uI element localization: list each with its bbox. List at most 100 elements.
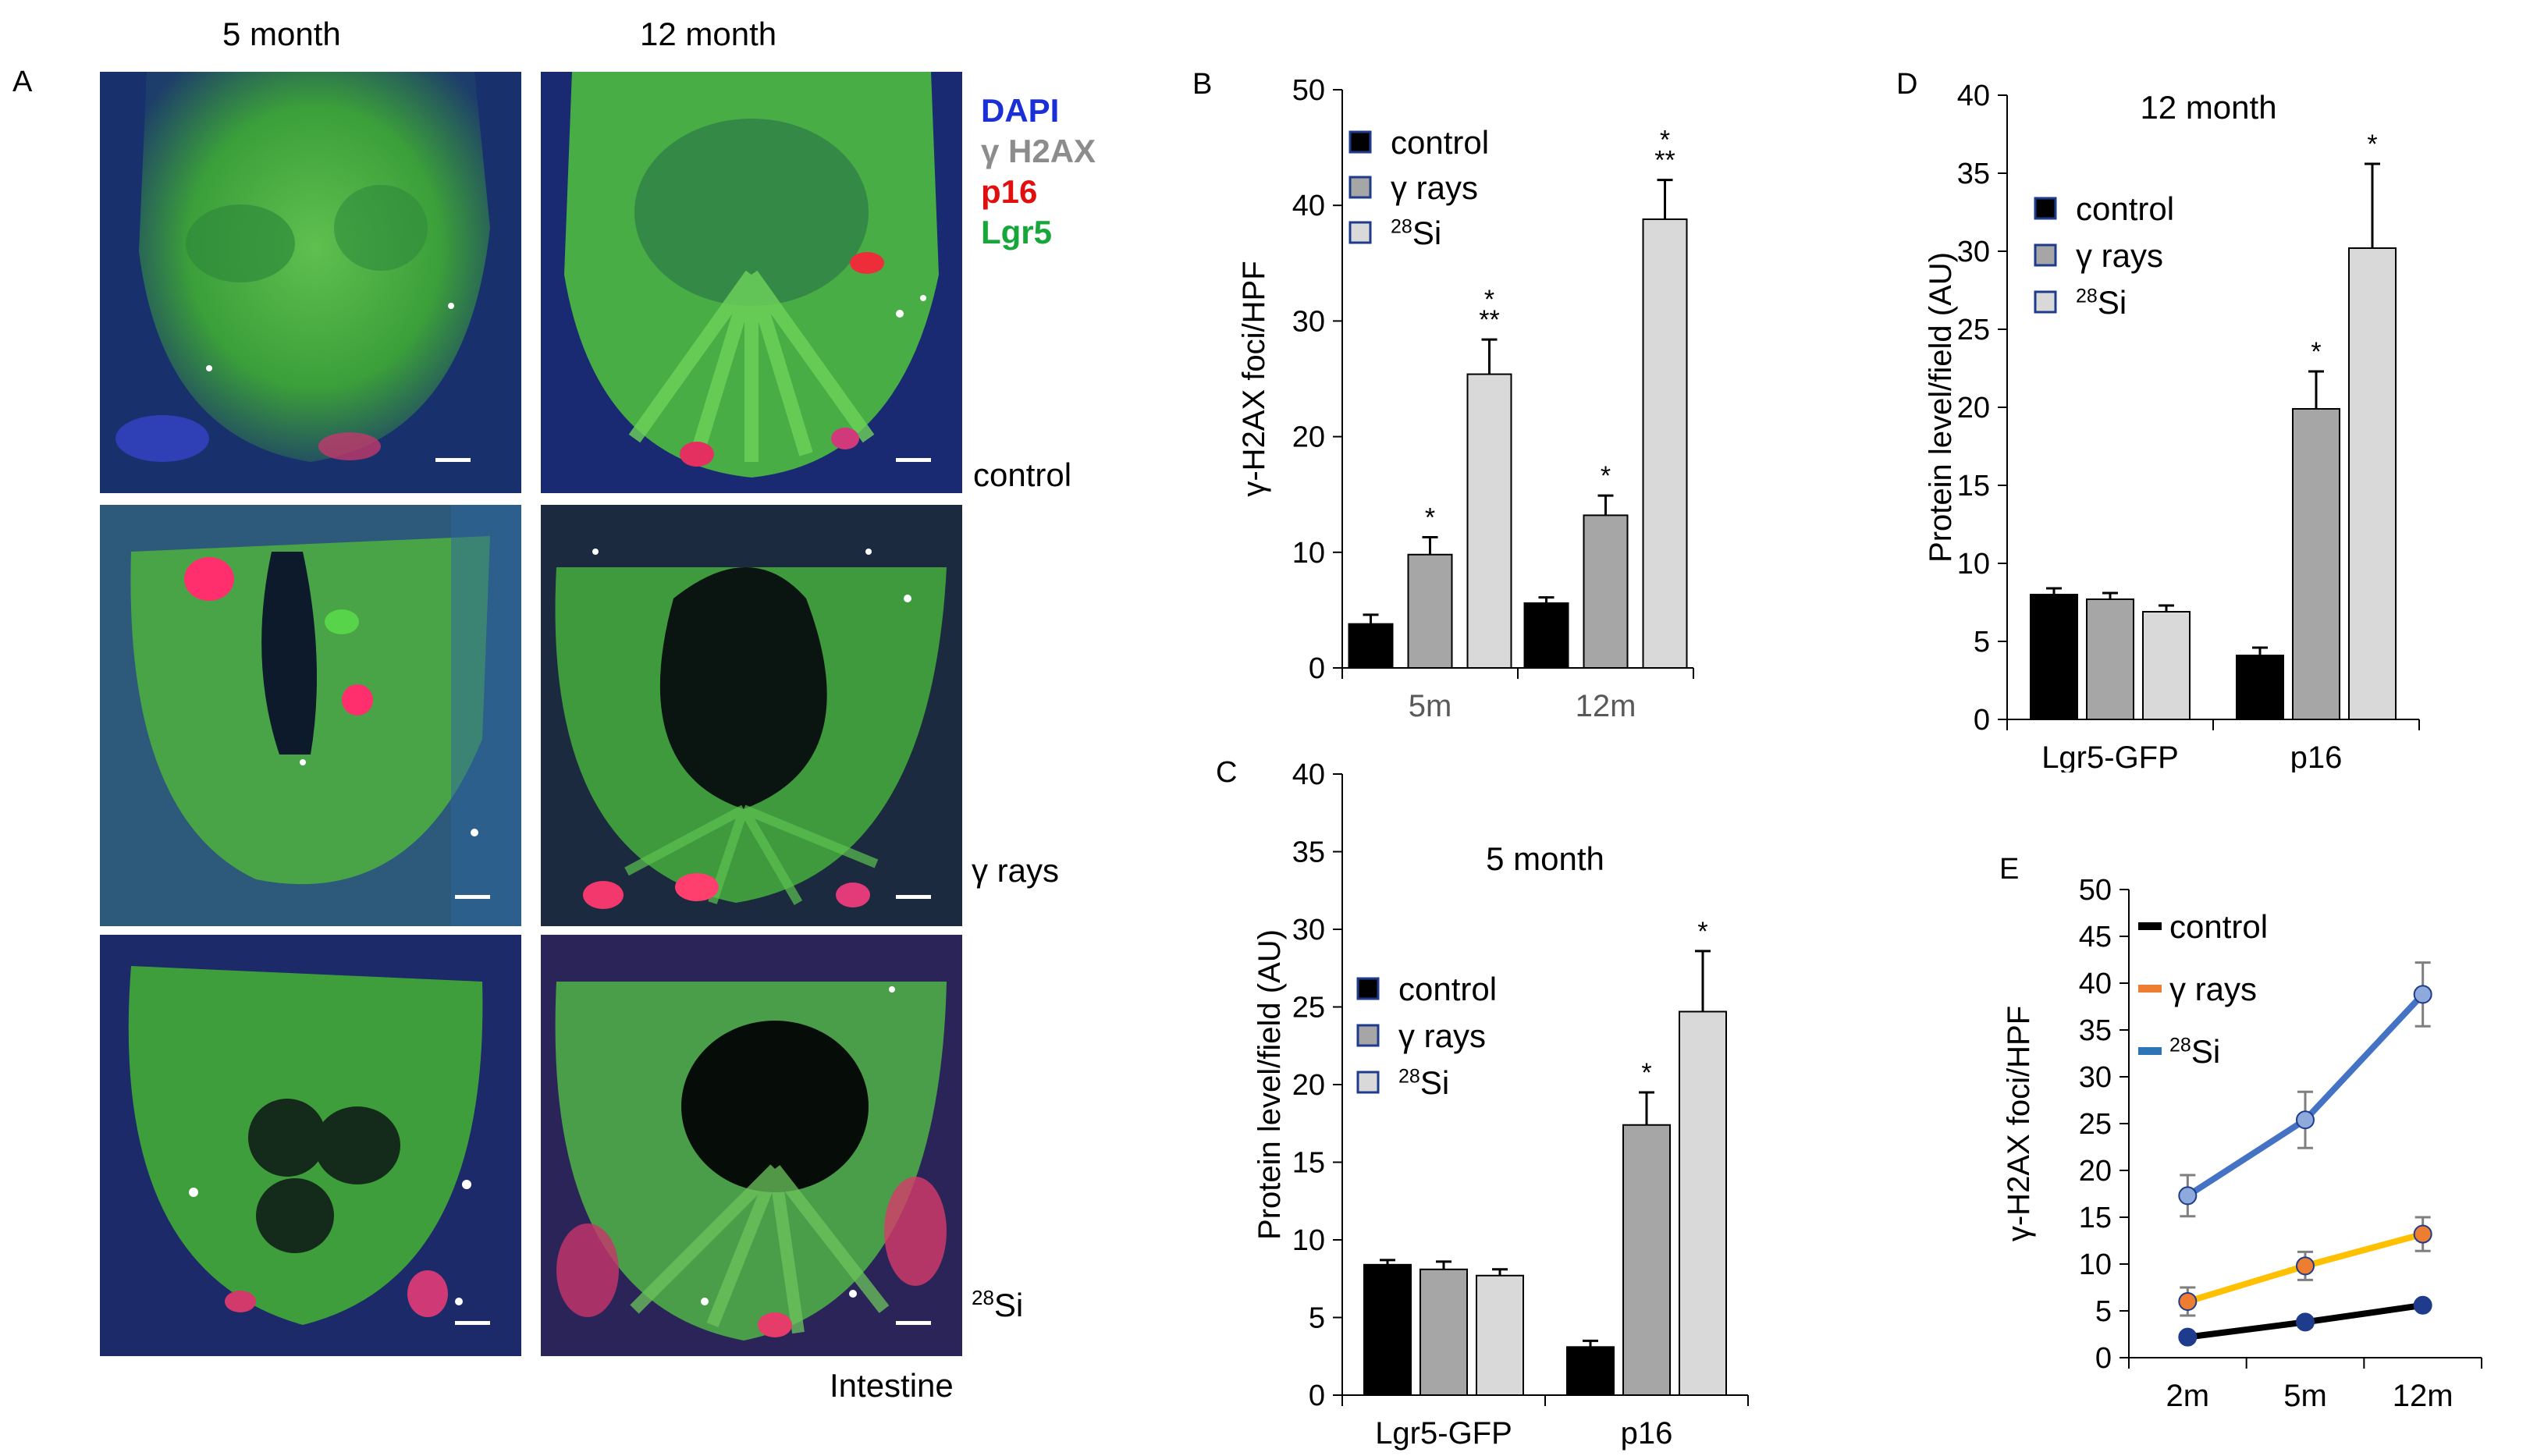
y-tick-label: 35 bbox=[2079, 1014, 2112, 1047]
stain-legend-lgr5: Lgr5 bbox=[981, 214, 1053, 250]
row-label-28si: 28Si bbox=[972, 1286, 1024, 1323]
point-28si-5m bbox=[2296, 1110, 2315, 1130]
bar-gamma-rays-lgr5-gfp bbox=[1420, 1268, 1468, 1396]
panel-a-letter: A bbox=[12, 66, 33, 98]
bar-control-5m bbox=[1348, 623, 1394, 669]
legend-label-control: control bbox=[1391, 124, 1489, 161]
bar-control-p16 bbox=[2236, 655, 2284, 720]
x-tick-label-p16: p16 bbox=[1621, 1416, 1673, 1451]
legend-label-gamma-rays: γ rays bbox=[2169, 971, 2257, 1007]
legend-swatch-28si bbox=[1356, 1071, 1380, 1094]
y-tick-label: 40 bbox=[1292, 190, 1325, 222]
y-tick-label: 50 bbox=[2079, 874, 2112, 907]
y-tick-label: 5 bbox=[2095, 1295, 2112, 1328]
chart-title: 12 month bbox=[2140, 89, 2276, 126]
legend-swatch-gamma-rays bbox=[1356, 1024, 1380, 1047]
bar-control-p16 bbox=[1566, 1346, 1615, 1396]
chart-title: 5 month bbox=[1486, 840, 1604, 877]
bar-28si-p16 bbox=[1679, 1010, 1727, 1396]
column-title-5-month: 5 month bbox=[222, 16, 341, 52]
y-axis-label: Protein level/field (AU) bbox=[1924, 252, 1958, 563]
stain-legend-dapi: DAPI bbox=[981, 92, 1060, 129]
y-tick-label: 15 bbox=[1292, 1147, 1325, 1180]
y-tick-label: 10 bbox=[1292, 1224, 1325, 1257]
y-tick-label: 10 bbox=[1292, 537, 1325, 570]
bar-gamma-rays-p16 bbox=[1622, 1124, 1671, 1396]
micrograph-5m-28si bbox=[100, 935, 521, 1356]
micrograph-5m-control bbox=[100, 72, 521, 493]
y-tick-label: 25 bbox=[1292, 992, 1325, 1025]
point-28si-12m bbox=[2413, 985, 2432, 1004]
y-tick-label: 35 bbox=[1292, 836, 1325, 869]
legend-label-28si: 28Si bbox=[1398, 1064, 1449, 1101]
bar-gamma-rays-p16 bbox=[2292, 408, 2340, 720]
stain-legend-gamma-h2ax: γ H2AX bbox=[981, 133, 1096, 169]
y-tick-label: 0 bbox=[1309, 652, 1325, 685]
y-tick-label: 30 bbox=[1292, 914, 1325, 946]
point-gamma-rays-12m bbox=[2413, 1224, 2432, 1244]
y-tick-label: 0 bbox=[1309, 1380, 1325, 1412]
y-tick-label: 20 bbox=[1292, 1069, 1325, 1102]
legend-label-control: control bbox=[1398, 971, 1497, 1007]
y-tick-label: 20 bbox=[1957, 392, 1990, 424]
significance-mark: ** bbox=[1654, 146, 1675, 176]
y-tick-label: 20 bbox=[2079, 1155, 2112, 1188]
y-tick-label: 40 bbox=[1957, 80, 1990, 112]
y-axis-label: Protein level/field (AU) bbox=[1253, 929, 1287, 1240]
bar-control-12m bbox=[1523, 602, 1569, 669]
bar-28si-5m bbox=[1466, 373, 1512, 669]
bar-gamma-rays-5m bbox=[1407, 553, 1453, 669]
bar-control-lgr5-gfp bbox=[2030, 594, 2078, 720]
legend-label-control: control bbox=[2169, 908, 2268, 945]
x-tick-label-p16: p16 bbox=[2290, 740, 2343, 772]
legend-swatch-control bbox=[2034, 197, 2057, 220]
legend-swatch-gamma-rays bbox=[2034, 243, 2057, 267]
legend-swatch-28si bbox=[2034, 290, 2057, 314]
legend-swatch-28si bbox=[2138, 1047, 2162, 1055]
y-tick-label: 35 bbox=[1957, 158, 1990, 190]
legend-label-28si: 28Si bbox=[2076, 284, 2127, 321]
chart-e: 0 5 10 15 20 25 30 35 40 45 50 2m 5m 12m γ-H2AX foci/H… bbox=[1999, 853, 2482, 1413]
point-control-5m bbox=[2296, 1312, 2315, 1332]
column-title-12-month: 12 month bbox=[640, 16, 777, 52]
y-axis-label: γ-H2AX foci/HPF bbox=[2002, 1006, 2036, 1241]
row-label-gamma-rays: γ rays bbox=[972, 852, 1060, 889]
significance-mark: * bbox=[1641, 1058, 1651, 1088]
bar-28si-p16 bbox=[2348, 247, 2397, 720]
micrograph-5m-gamma-rays bbox=[100, 505, 521, 926]
stain-legend-p16: p16 bbox=[981, 173, 1038, 210]
x-tick-label-5m: 5m bbox=[1409, 689, 1452, 723]
bar-control-lgr5-gfp bbox=[1363, 1263, 1412, 1397]
stain-legend: DAPI γ H2AX p16 Lgr5 bbox=[981, 91, 1096, 253]
y-axis-label: γ-H2AX foci/HPF bbox=[1237, 261, 1271, 496]
panel-letter-c: C bbox=[1216, 756, 1237, 789]
significance-mark: ** bbox=[1479, 305, 1499, 335]
panel-letter-e: E bbox=[1999, 853, 2019, 886]
y-tick-label: 10 bbox=[1957, 548, 1990, 581]
y-tick-label: 0 bbox=[1974, 704, 1990, 737]
legend-label-gamma-rays: γ rays bbox=[1391, 169, 1478, 206]
significance-mark: * bbox=[1484, 285, 1494, 314]
legend-label-control: control bbox=[2076, 190, 2174, 227]
significance-mark: * bbox=[1697, 917, 1707, 946]
point-gamma-rays-5m bbox=[2296, 1256, 2315, 1276]
legend-swatch-gamma-rays bbox=[1348, 176, 1372, 199]
legend-swatch-control bbox=[1348, 130, 1372, 154]
bar-28si-lgr5-gfp bbox=[1476, 1274, 1524, 1397]
chart-c: 0 5 10 15 20 25 30 35 40 Lgr5-GFP p16 * * Protein lev… bbox=[1216, 756, 1749, 1451]
y-tick-label: 45 bbox=[2079, 921, 2112, 954]
x-tick-label-5m: 5m bbox=[2283, 1379, 2327, 1413]
y-tick-label: 20 bbox=[1292, 421, 1325, 454]
significance-mark: * bbox=[1660, 126, 1670, 155]
panel-letter-b: B bbox=[1192, 68, 1212, 101]
chart-d: 0 5 10 15 20 25 30 35 40 Lgr5-GFP p16 * * Protein lev… bbox=[1896, 68, 2420, 772]
point-control-12m bbox=[2413, 1295, 2432, 1315]
legend-swatch-28si bbox=[1348, 221, 1372, 244]
y-tick-label: 25 bbox=[2079, 1108, 2112, 1141]
significance-mark: * bbox=[1425, 503, 1435, 533]
row-label-control: control bbox=[973, 456, 1072, 493]
y-tick-label: 0 bbox=[2095, 1342, 2112, 1375]
legend-swatch-gamma-rays bbox=[2138, 985, 2162, 993]
y-tick-label: 40 bbox=[2079, 968, 2112, 1000]
x-tick-label-12m: 12m bbox=[1576, 689, 1636, 723]
